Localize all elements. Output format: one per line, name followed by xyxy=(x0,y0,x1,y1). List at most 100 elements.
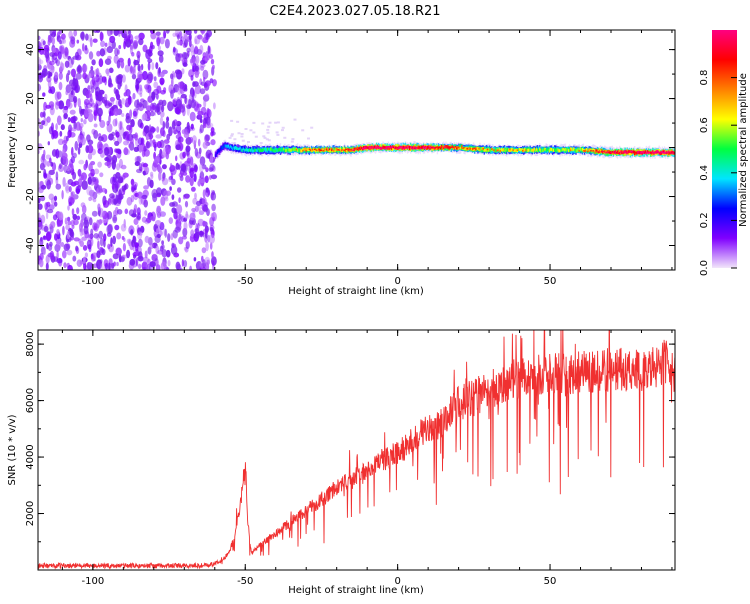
noise-blob xyxy=(77,168,82,177)
ridge-cell xyxy=(584,149,587,152)
noise-blob xyxy=(190,99,197,109)
ridge-scatter xyxy=(265,138,269,141)
noise-blob xyxy=(100,263,104,270)
ridge-cell xyxy=(399,146,401,149)
noise-blob xyxy=(164,228,168,238)
ridge-scatter xyxy=(263,136,267,139)
noise-blob xyxy=(124,64,131,73)
noise-blob xyxy=(189,93,192,100)
noise-blob xyxy=(67,117,71,123)
ridge-scatter xyxy=(281,129,284,132)
noise-blob xyxy=(38,59,44,65)
ridge-cell xyxy=(467,147,469,151)
noise-blob xyxy=(113,108,119,116)
ridge-cell xyxy=(644,150,647,153)
noise-blob xyxy=(165,190,171,196)
noise-blob xyxy=(141,261,148,270)
noise-blob xyxy=(96,250,101,259)
ridge-cell xyxy=(304,147,306,151)
ridge-cell xyxy=(426,146,428,151)
noise-blob xyxy=(141,266,148,270)
ridge-cell xyxy=(528,148,530,152)
noise-blob xyxy=(172,46,176,53)
noise-blob xyxy=(109,193,115,199)
noise-blob xyxy=(134,35,140,40)
noise-blob xyxy=(138,263,142,269)
ridge-cell xyxy=(234,146,236,150)
ridge-cell xyxy=(317,148,319,152)
noise-blob xyxy=(204,116,208,124)
noise-blob xyxy=(145,263,149,270)
noise-blob xyxy=(124,36,131,42)
noise-blob xyxy=(167,233,171,242)
ridge-cell xyxy=(631,151,634,154)
noise-blob xyxy=(205,187,209,193)
ridge-cell xyxy=(514,149,516,152)
noise-blob xyxy=(98,218,102,225)
ridge-cell xyxy=(336,147,338,151)
noise-blob xyxy=(142,163,149,168)
ridge-cell xyxy=(510,148,512,152)
ridge-cell xyxy=(663,152,666,154)
colorbar-tick-label: 0.2 xyxy=(699,212,710,228)
noise-blob xyxy=(112,214,118,224)
noise-blob xyxy=(144,166,150,174)
ridge-cell xyxy=(359,148,362,151)
ridge-cell xyxy=(610,151,612,154)
noise-blob xyxy=(191,207,197,212)
ridge-cell xyxy=(387,146,389,148)
ridge-cell xyxy=(534,149,537,153)
ridge-scatter xyxy=(266,131,270,134)
ridge-cell xyxy=(587,149,589,152)
ridge-cell xyxy=(401,146,403,150)
noise-blob xyxy=(55,123,58,131)
noise-blob xyxy=(103,259,109,268)
noise-blob xyxy=(104,42,108,47)
ridge-cell xyxy=(379,146,381,150)
noise-blob xyxy=(89,217,93,226)
ridge-cell xyxy=(618,152,620,155)
noise-blob xyxy=(72,96,78,103)
ridge-cell xyxy=(385,147,387,150)
noise-blob xyxy=(38,217,43,228)
ridge-cell xyxy=(374,147,377,149)
ridge-cell xyxy=(415,143,417,150)
noise-blob xyxy=(67,163,74,170)
ridge-cell xyxy=(320,149,322,152)
noise-blob xyxy=(76,207,80,215)
ridge-cell xyxy=(531,148,533,152)
noise-blob xyxy=(55,59,61,67)
noise-blob xyxy=(99,237,104,247)
ridge-cell xyxy=(622,152,624,154)
noise-blob xyxy=(131,41,138,50)
noise-blob xyxy=(183,87,188,92)
noise-blob xyxy=(125,112,130,120)
noise-blob xyxy=(196,103,202,108)
noise-blob xyxy=(67,264,73,270)
ridge-cell xyxy=(418,145,420,148)
noise-blob xyxy=(58,163,62,170)
noise-blob xyxy=(152,139,156,145)
noise-blob xyxy=(77,134,84,144)
noise-blob xyxy=(191,186,196,192)
ridge-cell xyxy=(370,146,372,149)
noise-blob xyxy=(67,102,73,109)
ridge-cell xyxy=(576,149,578,153)
ridge-cell xyxy=(523,148,525,153)
ridge-cell xyxy=(484,149,487,152)
noise-blob xyxy=(198,163,204,173)
noise-blob xyxy=(178,213,182,221)
ridge-cell xyxy=(436,146,439,148)
noise-blob xyxy=(114,89,120,98)
noise-blob xyxy=(194,192,197,200)
noise-blob xyxy=(137,73,144,82)
noise-blob xyxy=(159,36,165,45)
noise-blob xyxy=(123,40,126,50)
noise-blob xyxy=(47,39,51,46)
noise-blob xyxy=(38,64,42,71)
ridge-cell xyxy=(430,146,432,148)
heatmap-x-tick-label: -50 xyxy=(237,276,253,287)
noise-blob xyxy=(130,194,135,203)
ridge-cell xyxy=(418,146,420,150)
noise-blob xyxy=(98,143,104,150)
